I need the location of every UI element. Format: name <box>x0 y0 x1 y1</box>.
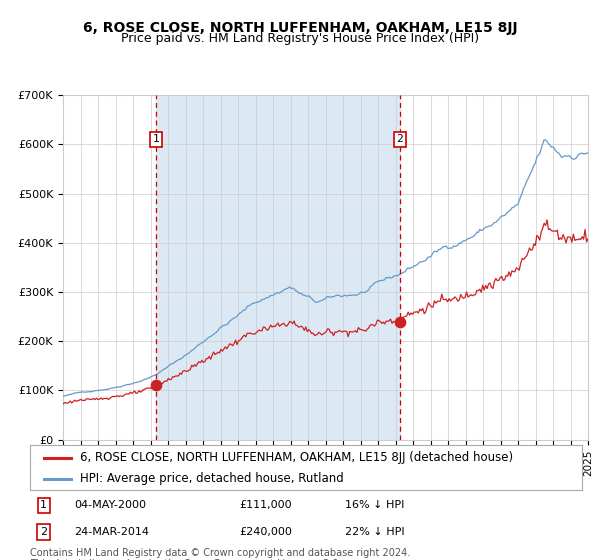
Text: 04-MAY-2000: 04-MAY-2000 <box>74 501 146 510</box>
Point <box>395 317 404 326</box>
Text: 24-MAR-2014: 24-MAR-2014 <box>74 527 149 537</box>
Text: HPI: Average price, detached house, Rutland: HPI: Average price, detached house, Rutl… <box>80 472 343 486</box>
Text: 6, ROSE CLOSE, NORTH LUFFENHAM, OAKHAM, LE15 8JJ: 6, ROSE CLOSE, NORTH LUFFENHAM, OAKHAM, … <box>83 21 517 35</box>
Text: Contains HM Land Registry data © Crown copyright and database right 2024.
This d: Contains HM Land Registry data © Crown c… <box>30 548 410 560</box>
Text: 2: 2 <box>397 134 403 144</box>
Text: 1: 1 <box>40 501 47 510</box>
Point <box>151 380 161 389</box>
Text: Price paid vs. HM Land Registry's House Price Index (HPI): Price paid vs. HM Land Registry's House … <box>121 32 479 45</box>
Text: 2: 2 <box>40 527 47 537</box>
Bar <box>156 95 400 440</box>
Text: 6, ROSE CLOSE, NORTH LUFFENHAM, OAKHAM, LE15 8JJ (detached house): 6, ROSE CLOSE, NORTH LUFFENHAM, OAKHAM, … <box>80 451 513 464</box>
Text: 22% ↓ HPI: 22% ↓ HPI <box>344 527 404 537</box>
Text: 16% ↓ HPI: 16% ↓ HPI <box>344 501 404 510</box>
Text: 1: 1 <box>153 134 160 144</box>
Text: £240,000: £240,000 <box>240 527 293 537</box>
Text: £111,000: £111,000 <box>240 501 292 510</box>
